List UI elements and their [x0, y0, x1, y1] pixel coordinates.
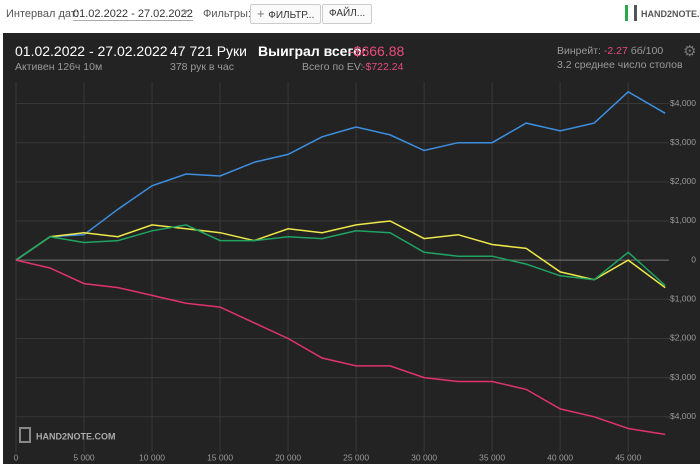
hands-per-hour: 378 рук в час	[170, 61, 234, 73]
tables: 3.2 среднее число столов	[557, 59, 683, 71]
logo-icon	[625, 5, 637, 21]
file-button[interactable]: ФАЙЛ...	[322, 4, 373, 24]
winrate: -2.27	[603, 45, 628, 57]
winrate-unit: бб/100	[630, 45, 664, 57]
x-tick-label: 35 000	[479, 452, 505, 462]
series-line	[15, 220, 666, 289]
watermark-icon	[19, 427, 31, 443]
x-tick-label: 10 000	[139, 452, 165, 462]
date-label: Интервал дат:	[6, 8, 79, 20]
x-tick-label: 25 000	[343, 452, 369, 462]
period: 01.02.2022 - 27.02.2022	[15, 43, 168, 59]
y-tick-label: $4,000	[670, 98, 696, 108]
toolbar: Интервал дат: 01.02.2022 - 27.02.2022 ▼ …	[0, 0, 700, 30]
logo: HAND2NOTE.COM	[641, 9, 700, 19]
filters-label: Фильтры:	[203, 8, 251, 20]
filter-button[interactable]: + ФИЛЬТР...	[250, 4, 322, 24]
series-line	[15, 224, 666, 287]
x-tick-label: 45 000	[615, 452, 641, 462]
y-tick-label: -$4,000	[667, 411, 696, 421]
won-value: -$666.88	[349, 43, 405, 59]
series-line	[15, 90, 666, 261]
dropdown-arrow[interactable]: ▼	[181, 7, 190, 17]
won-label: Выиграл всего:	[258, 43, 367, 59]
y-tick-label: $3,000	[670, 137, 696, 147]
y-tick-label: -$2,000	[667, 333, 696, 343]
settings-icon[interactable]: ⚙	[683, 43, 697, 60]
watermark: HAND2NOTE.COM	[36, 431, 116, 441]
y-tick-label: -$1,000	[667, 294, 696, 304]
x-tick-label: 40 000	[547, 452, 573, 462]
winrate-label: Винрейт:	[557, 45, 601, 57]
filter-button-text: ФИЛЬТР...	[268, 10, 315, 21]
winrate-line: Винрейт: -2.27 бб/100	[557, 45, 663, 57]
date-range[interactable]: 01.02.2022 - 27.02.2022	[73, 8, 193, 21]
active-time: Активен 126ч 10м	[15, 61, 103, 73]
y-tick-label: 0	[691, 254, 696, 264]
x-tick-label: 20 000	[275, 452, 301, 462]
x-tick-label: 30 000	[411, 452, 437, 462]
y-tick-label: $1,000	[670, 215, 696, 225]
series-line	[15, 259, 666, 436]
ev-value: -$722.24	[362, 61, 404, 73]
x-tick-label: 15 000	[207, 452, 233, 462]
y-tick-label: -$3,000	[667, 372, 696, 382]
hands: 47 721 Руки	[170, 43, 247, 59]
x-tick-label: 0	[14, 452, 19, 462]
ev-label: Всего по EV:	[302, 61, 364, 73]
y-tick-label: $2,000	[670, 176, 696, 186]
file-button-text: ФАЙЛ...	[329, 8, 366, 19]
stats-panel: 01.02.2022 - 27.02.2022 Активен 126ч 10м…	[3, 33, 700, 464]
x-tick-label: 5 000	[73, 452, 95, 462]
